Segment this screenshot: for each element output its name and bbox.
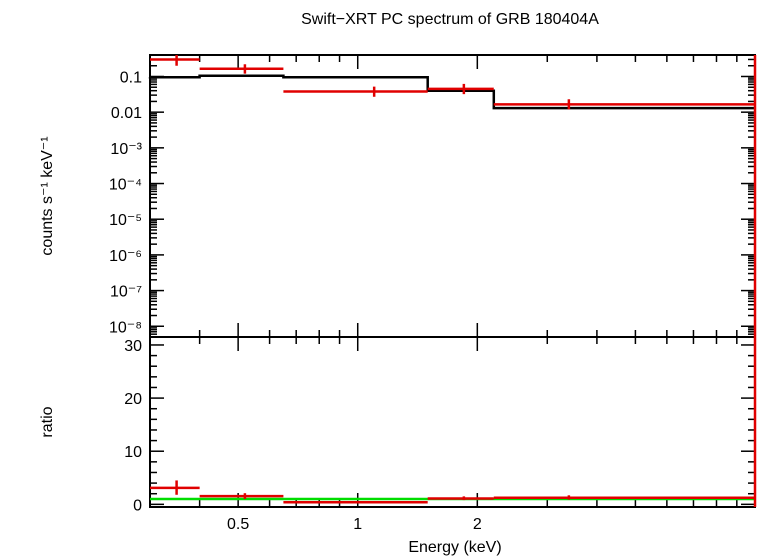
y-tick-label: 10⁻⁴ xyxy=(109,177,142,194)
ratio-x-axis: 0.5 1 2 xyxy=(149,337,756,533)
spectrum-data-point xyxy=(493,99,755,110)
x-tick-label: 1 xyxy=(353,516,362,533)
spectrum-data-point xyxy=(427,83,494,95)
x-tick-label: 2 xyxy=(473,516,482,533)
y-tick-label: 10⁻⁵ xyxy=(109,212,142,229)
y-tick-label: 10⁻⁸ xyxy=(109,319,142,336)
spectrum-data-point xyxy=(150,55,200,66)
x-axis-label: Energy (keV) xyxy=(408,539,501,556)
ratio-panel: ratio 0 10 20 30 0.5 1 2 xyxy=(39,55,757,533)
spectrum-data-point xyxy=(199,64,284,74)
ratio-data xyxy=(150,55,757,507)
y-tick-label: 30 xyxy=(124,338,142,355)
model-histogram xyxy=(148,74,755,110)
spectrum-y-axis: 0.1 0.01 10⁻³ 10⁻⁴ 10⁻⁵ 10⁻⁶ 10⁻⁷ 10⁻⁸ xyxy=(109,54,755,338)
x-tick-label: 0.5 xyxy=(227,516,249,533)
ratio-ylabel: ratio xyxy=(39,406,56,437)
ratio-data-point xyxy=(283,500,428,504)
ratio-panel-frame xyxy=(149,336,756,508)
spectrum-x-ticks xyxy=(149,55,756,337)
spectrum-model xyxy=(148,74,755,110)
ratio-data-point xyxy=(493,495,755,500)
ratio-data-point xyxy=(427,496,494,501)
y-tick-label: 10⁻⁷ xyxy=(110,284,142,301)
y-tick-label: 10 xyxy=(124,444,142,461)
y-tick-label: 0.01 xyxy=(111,105,142,122)
y-tick-label: 10⁻⁶ xyxy=(109,248,142,265)
spectrum-panel-frame xyxy=(149,54,756,338)
y-tick-label: 20 xyxy=(124,391,142,408)
y-tick-label: 10⁻³ xyxy=(110,141,142,158)
spectrum-data-point xyxy=(283,86,428,97)
ratio-y-axis: 0 10 20 30 xyxy=(124,338,755,514)
ratio-data-point xyxy=(199,493,284,500)
y-tick-label: 0 xyxy=(133,497,142,514)
spectrum-ylabel: counts s⁻¹ keV⁻¹ xyxy=(39,136,56,255)
spectrum-panel: counts s⁻¹ keV⁻¹ 0.1 0.01 10⁻³ 10⁻⁴ 10⁻⁵ 10⁻⁶… xyxy=(39,54,756,338)
ratio-data-point xyxy=(150,480,200,495)
y-tick-label: 0.1 xyxy=(120,69,142,86)
chart-title: Swift−XRT PC spectrum of GRB 180404A xyxy=(301,11,599,28)
spectrum-data xyxy=(150,55,755,110)
